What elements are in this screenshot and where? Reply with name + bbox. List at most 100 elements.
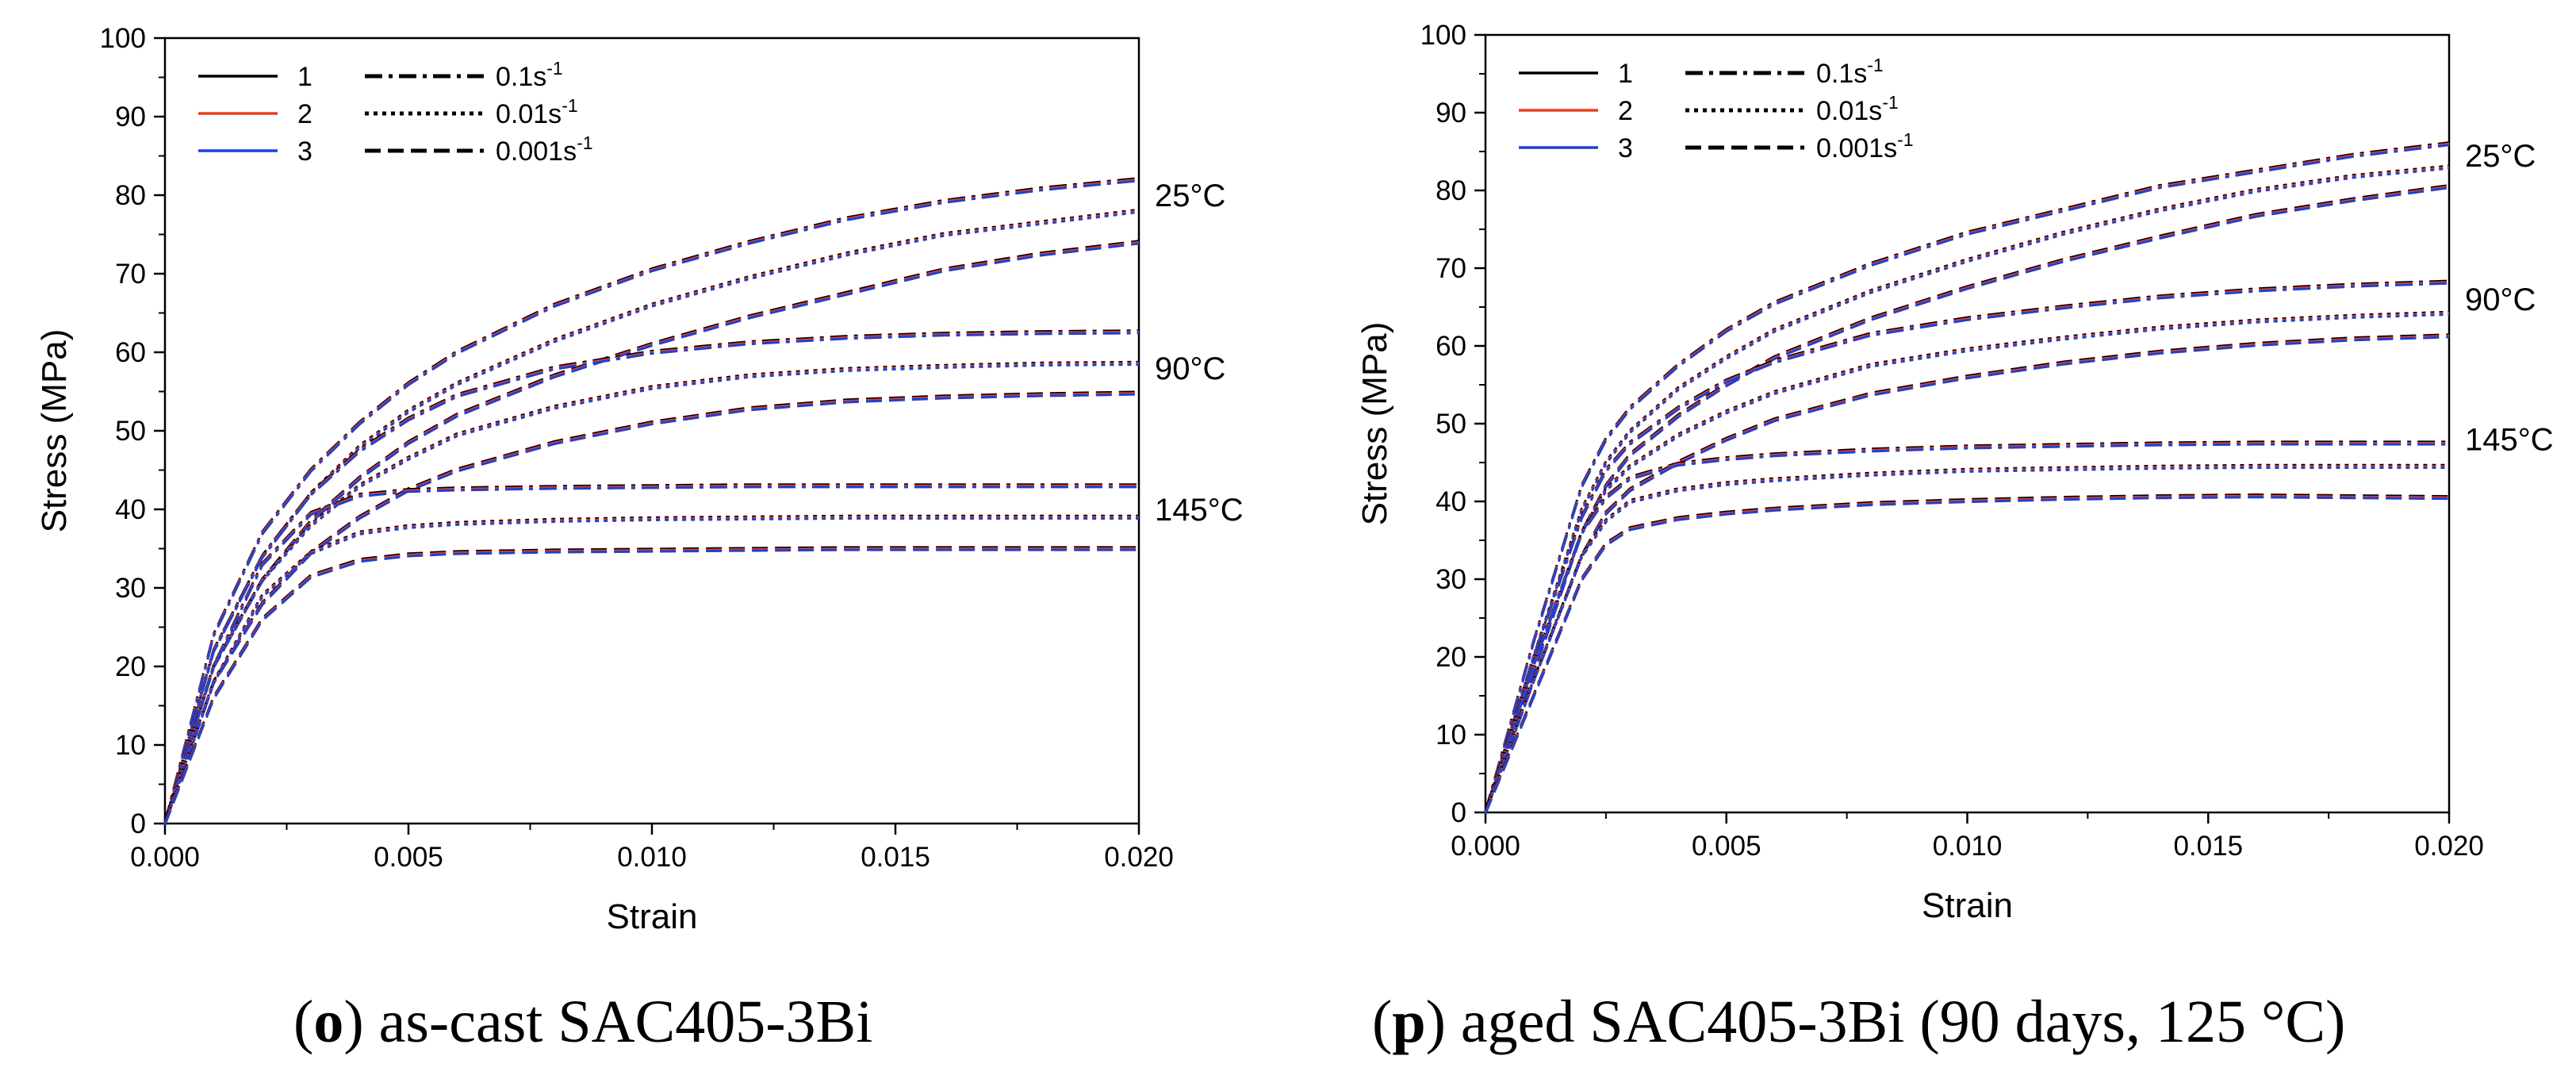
series-line [1484,493,2450,812]
series-line [163,393,1140,826]
series-line [163,240,1140,823]
y-tick-label: 50 [1436,409,1466,440]
series-line [1484,186,2450,815]
series-line [1484,467,2449,815]
legend-rate-label: 0.001s-1 [1816,129,1914,163]
series-line [1484,142,2450,813]
series-line [163,329,1140,823]
x-tick-label: 0.015 [2173,831,2243,862]
x-tick-label: 0.000 [130,842,200,873]
legend-rate-label: 0.01s-1 [1816,92,1899,126]
legend-sample-label: 1 [1618,59,1633,89]
series-line [163,330,1140,824]
y-tick-label: 90 [1436,98,1466,129]
series-line [1484,313,2450,815]
y-tick-label: 70 [1436,253,1466,284]
series-line [1484,167,2450,815]
series-line [163,486,1139,826]
caption-as-cast: (o) as-cast SAC405-3Bi [293,989,873,1055]
y-tick-label: 10 [115,730,146,761]
y-tick-label: 40 [1436,486,1466,517]
y-tick-label: 20 [115,651,146,682]
x-tick-label: 0.020 [1104,842,1174,873]
series-line [1484,281,2450,813]
y-tick-label: 90 [115,102,146,132]
series-line [163,514,1139,823]
y-tick-label: 80 [115,180,146,211]
legend-sample-label: 2 [1618,96,1633,126]
series-line [1484,443,2449,815]
series-line [1484,279,2450,812]
y-tick-label: 50 [115,416,146,447]
series-line [163,392,1140,824]
series-line [163,362,1140,824]
series-line [163,483,1139,823]
x-tick-label: 0.000 [1451,831,1520,862]
y-tick-label: 30 [115,573,146,604]
temperature-label: 90°C [1155,351,1225,386]
y-tick-label: 10 [1436,720,1466,751]
y-axis-title: Stress (MPa) [35,329,74,533]
series-line [1484,312,2450,813]
legend-sample-label: 3 [1618,133,1633,163]
x-tick-label: 0.015 [861,842,930,873]
legend-sample-label: 2 [297,99,312,129]
series-line [163,484,1139,824]
legend-rate-label: 0.1s-1 [496,58,563,92]
temperature-label: 90°C [2465,282,2536,317]
series-line [1484,334,2450,813]
x-tick-label: 0.010 [1933,831,2003,862]
y-axis-title: Stress (MPa) [1355,322,1394,526]
caption-text-as-cast: as-cast SAC405-3Bi [378,989,873,1055]
temperature-label: 25°C [2465,139,2536,174]
y-tick-label: 20 [1436,642,1466,673]
legend-rate-label: 0.01s-1 [496,95,578,129]
legend-sample-label: 1 [297,62,312,92]
x-axis-title: Strain [1922,886,2013,925]
series-line [163,177,1140,823]
series-line [163,242,1140,826]
series-line [1484,336,2450,815]
caption-letter-aged: p [1392,989,1426,1055]
legend-rate-label: 0.1s-1 [1816,55,1884,89]
legend-rate-label: 0.001s-1 [496,132,593,167]
y-tick-label: 60 [1436,331,1466,362]
series-line [1484,144,2450,815]
caption-text-aged: aged SAC405-3Bi (90 days, 125 °C) [1460,989,2346,1055]
series-line [163,546,1139,823]
x-axis-title: Strain [607,897,698,936]
series-line [1484,141,2450,812]
series-line [163,332,1140,826]
series-line [163,178,1140,824]
y-tick-label: 100 [1420,20,1466,51]
x-tick-label: 0.010 [617,842,687,873]
y-tick-label: 40 [115,494,146,525]
series-line [163,517,1139,826]
x-tick-label: 0.005 [374,842,443,873]
legend-sample-label: 3 [297,136,312,167]
y-tick-label: 0 [1451,797,1466,828]
y-tick-label: 30 [1436,564,1466,595]
x-tick-label: 0.020 [2414,831,2484,862]
caption-letter-as-cast: o [313,989,344,1055]
series-line [1484,310,2450,812]
chart-aged: 0 10 20 30 40 50 60 70 80 90 100 0.000 0.005 0.010 0.0… [1355,20,2554,925]
y-tick-label: 60 [115,337,146,368]
y-tick-label: 70 [115,259,146,290]
temperature-label: 145°C [2465,423,2554,458]
series-line [163,547,1139,824]
chart-as-cast: 0 10 20 30 40 50 60 70 80 90 100 0.000 0.005 0.010 0.0… [35,23,1244,936]
series-line [163,360,1140,823]
series-line [163,363,1140,826]
series-line [1484,463,2449,812]
temperature-label: 145°C [1155,493,1244,528]
y-tick-label: 0 [131,808,146,839]
series-line [163,179,1140,825]
y-tick-label: 80 [1436,175,1466,206]
series-line [1484,282,2450,815]
series-line [1484,494,2450,813]
series-line [163,548,1139,826]
y-tick-label: 100 [100,23,146,54]
series-line [163,516,1139,824]
